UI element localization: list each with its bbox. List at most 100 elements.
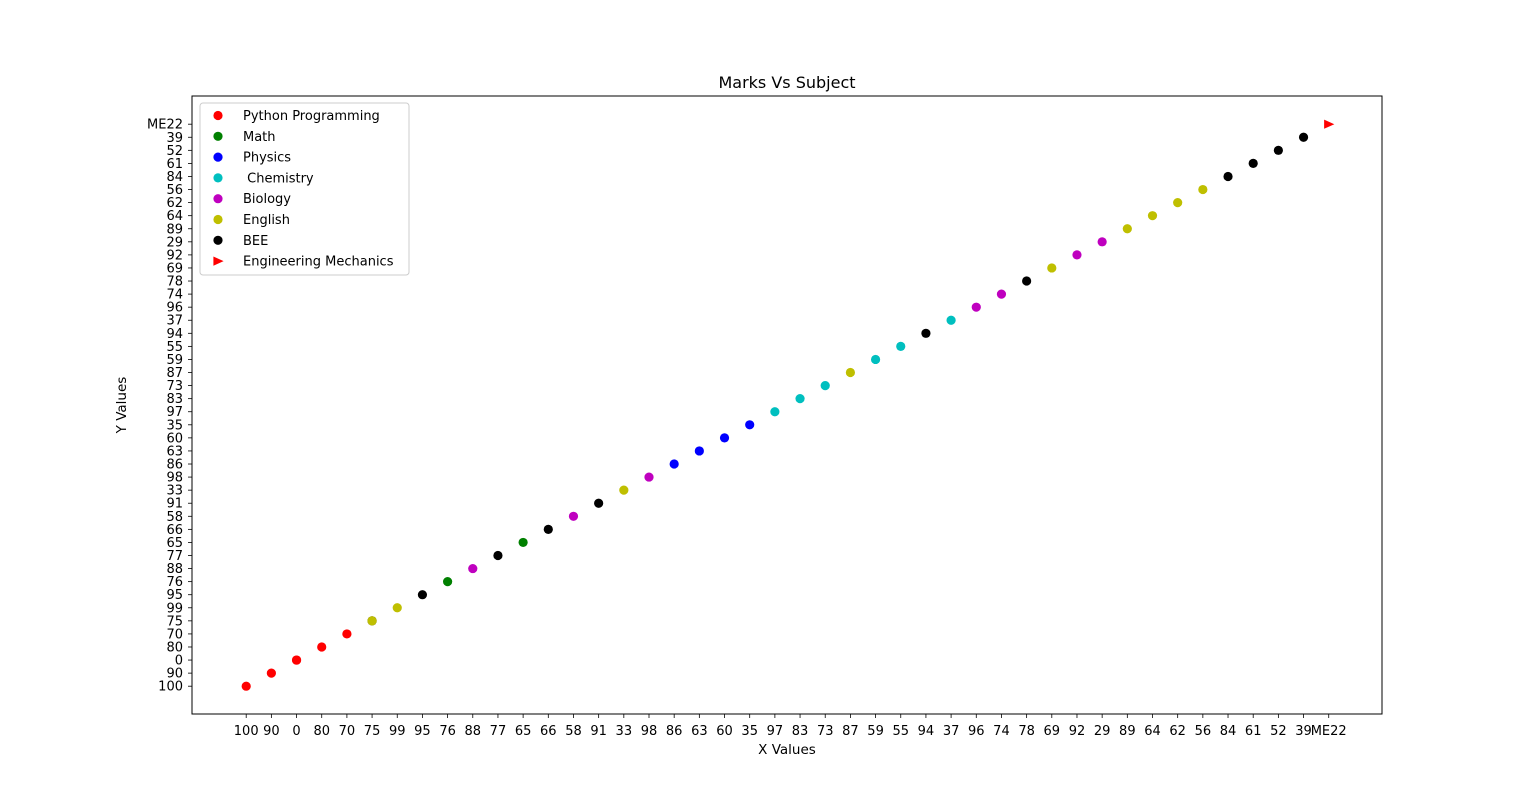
x-tick-label: 92: [1069, 724, 1086, 739]
x-tick-label: 89: [1119, 724, 1136, 739]
x-tick-label: 59: [867, 724, 884, 739]
data-point: [795, 394, 805, 404]
y-tick-label: 59: [166, 353, 183, 368]
data-point: [241, 681, 251, 691]
y-tick-label: 99: [166, 601, 183, 616]
x-tick-label: 88: [465, 724, 482, 739]
data-point: [669, 459, 679, 469]
x-tick-label: 35: [741, 724, 758, 739]
data-point: [317, 642, 327, 652]
legend-label: Math: [243, 130, 276, 145]
data-point: [1298, 132, 1309, 142]
data-point: [266, 668, 276, 678]
x-tick-label: 70: [339, 724, 356, 739]
x-tick-label: 61: [1245, 724, 1262, 739]
data-point: [417, 590, 428, 600]
legend: Python Programming Math Physics Chemistry B…: [199, 102, 410, 276]
y-tick-label: 33: [166, 484, 183, 499]
x-tick-label: 95: [414, 724, 431, 739]
y-tick-label: 69: [166, 261, 183, 276]
y-tick-label: 74: [166, 288, 183, 303]
y-tick-label: 98: [166, 471, 183, 486]
data-point: [619, 485, 629, 495]
x-tick-label: 86: [666, 724, 683, 739]
data-point: [745, 420, 755, 430]
data-point: [1198, 184, 1208, 195]
y-tick-label: 76: [166, 575, 183, 590]
x-tick-label: 91: [590, 724, 607, 739]
y-axis-label: Y Values: [114, 377, 130, 435]
x-tick-label: 73: [817, 724, 834, 739]
x-tick-label: 94: [918, 724, 935, 739]
legend-label: Biology: [243, 192, 291, 207]
y-tick-label: 88: [166, 562, 183, 577]
y-tick-label: 37: [166, 314, 183, 329]
x-tick-label: 78: [1018, 724, 1035, 739]
data-point: [1122, 224, 1132, 234]
x-tick-label: 83: [792, 724, 809, 739]
x-tick-label: 29: [1094, 724, 1111, 739]
data-point: [594, 498, 604, 508]
legend-label: Physics: [243, 151, 291, 166]
x-tick-label: 99: [389, 724, 406, 739]
x-tick-label: 64: [1144, 724, 1161, 739]
data-point: [291, 655, 302, 665]
x-tick-label: 90: [263, 724, 280, 739]
x-tick-label: 84: [1220, 724, 1237, 739]
y-tick-label: 66: [166, 523, 183, 538]
x-tick-label: 58: [565, 724, 582, 739]
x-tick-label: 77: [490, 724, 507, 739]
x-ticks: 100 90 0 80 70 75 99 95 76 88 77 65 66 58 91 33 98 86 63 60…: [234, 714, 1347, 739]
y-tick-label: 52: [166, 144, 183, 159]
data-point: [1097, 237, 1107, 247]
x-tick-label: 55: [892, 724, 909, 739]
y-tick-label: 84: [166, 170, 183, 185]
y-tick-label: 97: [166, 405, 183, 420]
x-tick-label: 66: [540, 724, 557, 739]
data-point: [870, 354, 881, 365]
data-point: [1173, 198, 1183, 208]
x-tick-label: 62: [1169, 724, 1186, 739]
legend-label: Python Programming: [243, 109, 380, 124]
y-tick-label: 83: [166, 392, 183, 407]
x-tick-label: 56: [1195, 724, 1212, 739]
x-tick-label: 52: [1270, 724, 1287, 739]
y-tick-label: ME22: [147, 118, 183, 133]
y-tick-label: 62: [166, 196, 183, 211]
y-tick-label: 65: [166, 536, 183, 551]
data-point: [1022, 276, 1032, 286]
y-tick-label: 92: [166, 248, 183, 263]
y-tick-label: 100: [158, 680, 183, 695]
data-point: [493, 550, 503, 561]
data-point: [342, 629, 352, 639]
plot-frame: [191, 95, 1383, 715]
y-tick-label: 39: [166, 131, 183, 146]
data-point: [443, 577, 453, 587]
legend-label: Chemistry: [243, 171, 314, 186]
data-point: [921, 328, 931, 338]
x-tick-label: 39: [1295, 724, 1312, 739]
x-tick-label: 37: [943, 724, 960, 739]
y-tick-label: 90: [166, 667, 183, 682]
x-tick-label: 97: [767, 724, 784, 739]
y-ticks: 1009008070759995768877656658913398866360…: [147, 118, 192, 695]
x-tick-label: 63: [691, 724, 708, 739]
data-point: [367, 616, 377, 626]
data-point: [518, 537, 528, 548]
x-tick-label: 60: [716, 724, 733, 739]
data-point: [946, 315, 956, 325]
y-tick-label: 61: [166, 157, 183, 172]
y-tick-label: 58: [166, 510, 183, 525]
data-point: [820, 380, 830, 391]
data-point: [1248, 158, 1258, 168]
y-tick-label: 60: [166, 431, 183, 446]
data-point: [770, 407, 780, 417]
data-point: [1324, 119, 1335, 129]
data-point: [1072, 250, 1082, 260]
legend-marker: [213, 194, 223, 204]
y-tick-label: 91: [166, 497, 183, 512]
x-tick-label: 33: [616, 724, 633, 739]
y-tick-label: 35: [166, 418, 183, 433]
y-tick-label: 73: [166, 379, 183, 394]
y-tick-label: 89: [166, 222, 183, 237]
